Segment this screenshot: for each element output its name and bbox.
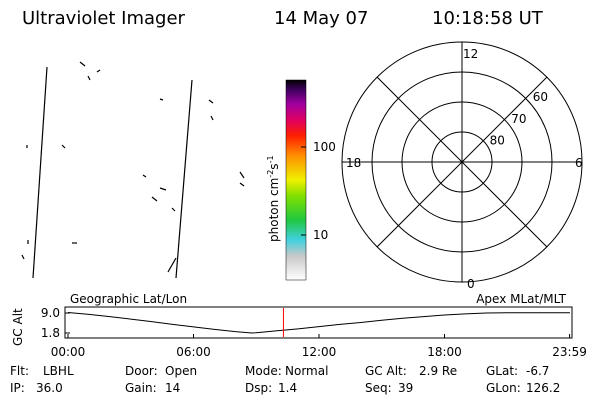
status-value: 2.9 Re [419, 364, 457, 378]
colorbar-label: photon cm-2s-1 [266, 155, 281, 242]
status-value: 126.2 [526, 381, 560, 395]
x-tick-label: 00:00 [51, 345, 86, 359]
y-axis-label: GC Alt [11, 308, 25, 346]
altitude-panel [64, 306, 573, 339]
title: Ultraviolet Imager [22, 8, 186, 29]
status-value: 14 [165, 381, 180, 395]
polar-label: 18 [346, 156, 361, 170]
y-tick-label: 1.8 [41, 326, 60, 340]
panel-label: Apex MLat/MLT [476, 292, 566, 306]
polar-ring-label: 60 [533, 90, 548, 104]
polar-ring [431, 131, 493, 193]
panel-label: Geographic Lat/Lon [70, 292, 187, 306]
status-label: GLat: [486, 364, 518, 378]
status-label: Door: [125, 364, 158, 378]
polar-label: 12 [463, 47, 478, 61]
polar-ring-label: 80 [490, 133, 505, 147]
date: 14 May 07 [274, 8, 368, 29]
status-label: Gain: [125, 381, 157, 395]
status-value: LBHL [43, 364, 74, 378]
polar-ring-label: 70 [511, 112, 526, 126]
status-label: GLon: [486, 381, 521, 395]
status-label: Mode: [245, 364, 282, 378]
colorbar-tick-label: 10 [313, 228, 328, 242]
polar-label: 6 [575, 156, 583, 170]
x-tick-label: 18:00 [427, 345, 462, 359]
colorbar-tick-label: 100 [313, 140, 336, 154]
polar-label: 0 [467, 277, 475, 291]
status-value: 1.4 [278, 381, 297, 395]
status-value: Normal [285, 364, 328, 378]
status-value: 36.0 [36, 381, 63, 395]
y-tick-label: 9.0 [41, 306, 60, 320]
time: 10:18:58 UT [432, 8, 544, 29]
x-tick-label: 12:00 [302, 345, 337, 359]
status-label: IP: [10, 381, 25, 395]
polar-ring [371, 71, 553, 253]
status-label: Dsp: [245, 381, 272, 395]
image-area [21, 61, 245, 279]
status-value: -6.7 [526, 364, 549, 378]
polar-plot [341, 41, 583, 283]
altitude-line [67, 311, 570, 334]
status-label: Seq: [365, 381, 392, 395]
polar-ring [401, 101, 523, 223]
x-tick-label: 23:59 [552, 345, 587, 359]
x-tick-label: 06:00 [176, 345, 211, 359]
colorbar [285, 79, 307, 281]
status-value: Open [165, 364, 197, 378]
status-value: 39 [398, 381, 413, 395]
status-label: Flt: [10, 364, 29, 378]
status-label: GC Alt: [365, 364, 407, 378]
